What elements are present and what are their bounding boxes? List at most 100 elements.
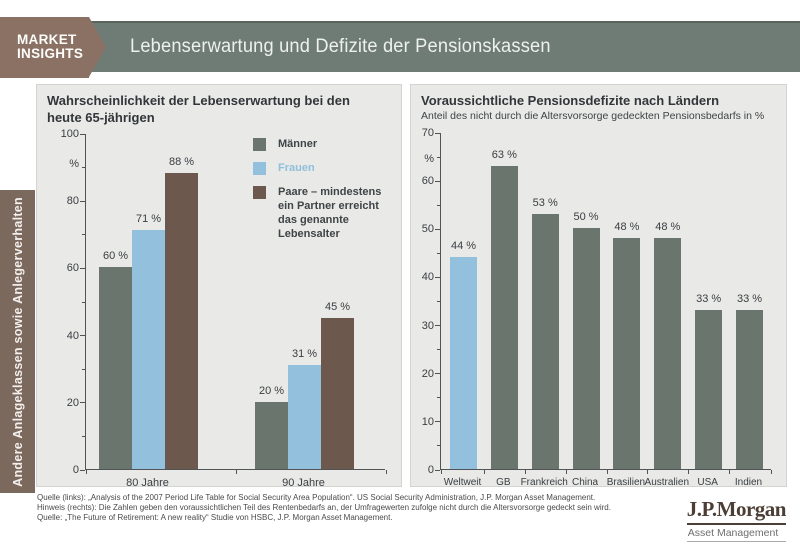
x-category-label: Frankreich [520,477,568,488]
bar-value-label: 45 % [324,300,351,313]
bar-China [572,228,600,469]
bar-Brasilien [613,237,641,469]
y-axis-unit-label: % [424,153,434,166]
bar-Australien [654,237,682,469]
maenner-label: Männer [278,138,318,150]
bar-Indien [736,310,763,469]
right-chart-title: Voraussichtliche Pensionsdefizite nach L… [421,93,720,108]
bar-value-label: 33 % [736,293,763,306]
bar-90 Jahre-1 [255,401,288,469]
y-tick-label: 0 [427,464,434,476]
y-tick-mark [435,276,440,278]
y-minor-tick-mark [82,368,85,370]
badge-arrow-shape [89,17,106,77]
jpmorgan-wordmark: J.P.Morgan [686,497,787,525]
bar-value-label: 60 % [102,250,129,263]
legend-item-frauen: Frauen [253,161,399,175]
y-tick-label: 50 [421,223,434,236]
y-tick-label: 60 [66,262,79,275]
x-tick-mark [606,470,608,474]
x-tick-mark [565,470,567,474]
section-tab-label: Andere Anlageklassen sowie Anlegerverhal… [10,196,25,487]
x-tick-mark [483,470,485,474]
left-chart-title: Wahrscheinlichkeit der Lebenserwartung b… [47,93,350,125]
y-tick-label: 40 [66,329,79,342]
market-insights-badge: MARKET INSIGHTS [0,17,89,78]
bar-GB [490,165,518,469]
y-tick-label: 20 [421,367,434,380]
section-tab: Andere Anlageklassen sowie Anlegerverhal… [0,190,35,493]
plot-area: 60 % 71 % 88 % 20 % 31 % 45 % [80,133,387,474]
bar-value-label: 33 % [696,293,722,306]
footnote-line-1: Quelle (links): „Analysis of the 2007 Pe… [37,493,596,502]
y-minor-tick-mark [437,204,440,206]
y-tick-label: 40 [421,271,434,284]
bar-USA [695,310,723,469]
page-title: Lebenserwartung und Defizite der Pension… [130,36,551,57]
x-category-label: GB [496,477,511,488]
y-tick-mark [80,133,85,135]
x-category-label: USA [697,477,718,488]
bar-value-label: 20 % [258,384,285,397]
y-minor-tick-mark [437,252,440,254]
bar-value-label: 63 % [491,148,517,161]
plot-area: 44 % 63 % 53 % 50 % 48 % 48 % 33 % 33 % [435,132,772,474]
x-tick-mark [688,470,690,474]
y-tick-label: 60 [421,175,434,188]
paare-swatch [253,186,266,199]
bar-value-label: 48 % [655,220,681,233]
legend-item-maenner: Männer [253,137,399,151]
bar-90 Jahre-2 [288,364,321,469]
x-tick-mark [771,470,772,474]
y-axis-unit-label: % [69,158,79,171]
frauen-label: Frauen [278,162,315,174]
y-tick-mark [435,228,440,230]
x-category-label: Indien [734,477,763,488]
footnote-line-3: Quelle: „The Future of Retirement: A new… [37,513,393,522]
bar-Weltweit [450,257,477,469]
y-tick-mark [435,180,440,182]
y-minor-tick-mark [437,445,440,447]
y-tick-mark [80,469,85,471]
frauen-swatch [253,162,266,175]
y-tick-label: 100 [60,128,79,140]
bar-value-label: 50 % [573,211,599,224]
y-tick-label: 70 [421,127,434,139]
life-expectancy-chart: 60 % 71 % 88 % 20 % 31 % 45 % 0 20 40 60 80 100% 80 … [37,128,397,500]
y-tick-label: 10 [421,415,434,428]
y-minor-tick-mark [82,234,85,236]
asset-management-label: Asset Management [686,525,786,542]
y-tick-mark [435,373,440,375]
x-tick-mark [86,470,87,474]
bar-80 Jahre-2 [132,230,165,469]
brand-line2: INSIGHTS [17,46,84,61]
legend-item-paare: Paare – mindestens ein Partner erreicht … [253,185,399,241]
chart-legend: Männer Frauen Paare – mindestens ein Par… [253,137,399,251]
bar-value-label: 71 % [135,213,162,226]
y-tick-mark [80,267,85,269]
x-category-label: 80 Jahre [126,477,169,489]
x-category-label: China [571,477,599,488]
market-insights-label: MARKET INSIGHTS [17,33,83,61]
y-tick-mark [435,469,440,471]
bar-value-label: 53 % [532,196,558,209]
x-tick-mark [729,470,731,474]
brand-line1: MARKET [17,32,77,47]
x-category-label: Australien [644,477,690,488]
y-tick-mark [435,421,440,423]
bar-80 Jahre-1 [99,267,132,469]
y-minor-tick-mark [437,397,440,399]
bar-value-label: 88 % [168,156,195,169]
x-category-label: 90 Jahre [282,477,325,489]
maenner-swatch [253,138,266,151]
x-tick-mark [647,470,649,474]
y-minor-tick-mark [82,167,85,169]
bar-80 Jahre-3 [165,173,198,469]
y-tick-mark [80,402,85,404]
life-expectancy-chart-panel: Wahrscheinlichkeit der Lebenserwartung b… [36,84,402,489]
x-category-label: Weltweit [443,477,482,488]
x-tick-mark [236,470,237,474]
y-minor-tick-mark [437,301,440,302]
y-minor-tick-mark [437,156,440,158]
